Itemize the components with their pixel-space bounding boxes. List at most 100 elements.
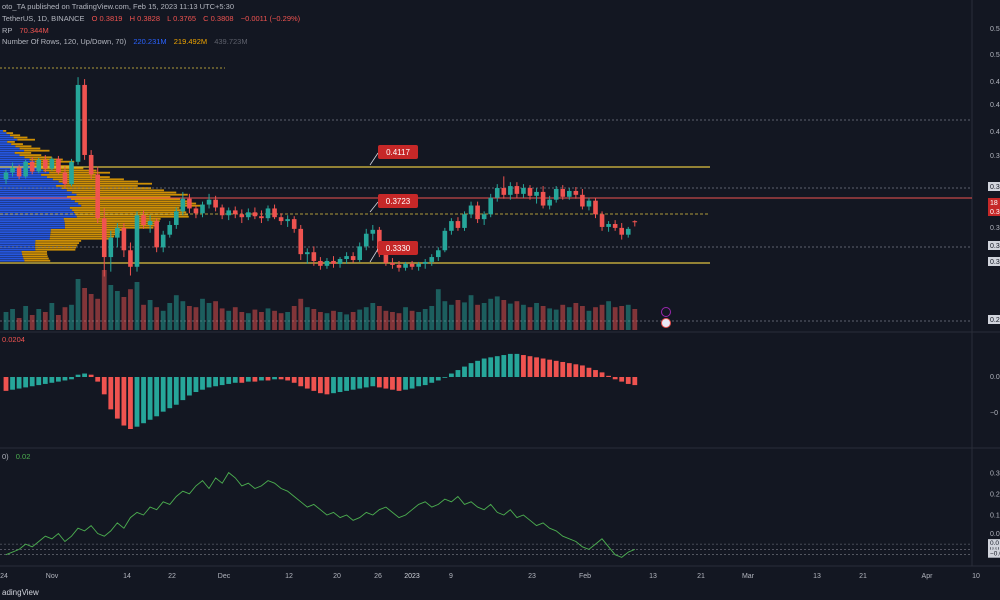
macd-bar — [69, 377, 74, 379]
vp-row-up — [0, 242, 35, 244]
candle-body — [580, 195, 585, 207]
vp-row-down — [23, 258, 48, 260]
volume-bar — [266, 308, 271, 330]
vp-line: Number Of Rows, 120, Up/Down, 70) 220.23… — [2, 37, 253, 46]
vp-row-up — [0, 222, 65, 224]
osc-axis-label: 0.1 — [990, 513, 1000, 520]
vp-row-up — [0, 163, 26, 165]
vp-row-up — [0, 156, 24, 158]
volume-bar — [220, 308, 225, 330]
macd-bar — [593, 370, 598, 377]
macd-bar — [547, 360, 552, 377]
vrp-label[interactable]: RP — [2, 26, 12, 35]
candle-body — [246, 212, 251, 217]
macd-bar — [449, 374, 454, 377]
macd-value[interactable]: 0.0204 — [2, 335, 25, 344]
x-tick-label: 26 — [374, 573, 382, 580]
vp-row-down — [14, 137, 28, 139]
vp-row-up — [0, 229, 51, 231]
vp-total-value: 439.723M — [214, 37, 247, 46]
volume-bar — [436, 289, 441, 330]
candle-body — [161, 235, 166, 248]
x-tick-label: 21 — [697, 573, 705, 580]
vp-row-down — [77, 216, 189, 218]
candle-body — [253, 212, 258, 216]
macd-bar — [410, 377, 415, 389]
volume-bar — [619, 306, 624, 330]
macd-bar — [292, 377, 297, 383]
macd-bar — [384, 377, 389, 389]
candle-body — [619, 228, 624, 235]
volume-bar — [587, 311, 592, 330]
volume-bar — [397, 313, 402, 330]
symbol-text[interactable]: TetherUS, 1D, BINANCE — [2, 14, 85, 23]
candle-body — [600, 214, 605, 227]
vp-row-up — [0, 141, 7, 143]
macd-bar — [246, 377, 251, 382]
price-axis-label: 0.3 — [990, 259, 1000, 266]
macd-bar — [220, 377, 225, 385]
candle-body — [56, 159, 61, 173]
candle-body — [416, 264, 421, 267]
volume-bar — [390, 312, 395, 330]
vp-row-up — [0, 211, 74, 213]
volume-bar — [30, 315, 35, 330]
candle-body — [351, 256, 356, 260]
vp-row-up — [0, 159, 30, 161]
candle-body — [403, 264, 408, 268]
vp-up-value: 220.231M — [133, 37, 166, 46]
macd-bar — [56, 377, 61, 382]
volume-bar — [528, 307, 533, 330]
osc-label[interactable]: 0) — [2, 452, 9, 461]
volume-bar — [4, 312, 9, 330]
x-tick-label: 13 — [813, 573, 821, 580]
vp-row-up — [0, 249, 35, 251]
volume-bar — [95, 299, 100, 330]
volume-bar — [449, 305, 454, 330]
candle-body — [174, 211, 179, 225]
volume-bar — [534, 303, 539, 330]
candle-body — [331, 261, 336, 264]
vp-label[interactable]: Number Of Rows, 120, Up/Down, 70) — [2, 37, 126, 46]
candle-body — [410, 264, 415, 267]
volume-bar — [384, 311, 389, 330]
volume-bar — [246, 313, 251, 330]
volume-bar — [488, 299, 493, 330]
macd-bar — [279, 377, 284, 379]
candle-body — [63, 172, 68, 184]
macd-bar — [423, 377, 428, 385]
macd-bar — [580, 365, 585, 377]
macd-bar — [462, 367, 467, 377]
candle-body — [534, 192, 539, 196]
candle-body — [43, 160, 48, 169]
osc-value: 0.02 — [16, 452, 31, 461]
candle-body — [390, 263, 395, 265]
vp-row-down — [35, 240, 81, 242]
brand-text: adingView — [2, 588, 39, 597]
volume-bar — [56, 315, 61, 330]
volume-bar — [560, 305, 565, 330]
macd-bar — [43, 377, 48, 384]
volume-bar — [17, 318, 22, 330]
candle-body — [560, 189, 565, 197]
candle-body — [593, 201, 598, 215]
volume-bar — [364, 307, 369, 330]
price-axis-label: 0.4 — [990, 129, 1000, 136]
macd-bar — [390, 377, 395, 390]
volume-bar — [501, 300, 506, 330]
macd-bar — [331, 377, 336, 393]
candle-body — [587, 201, 592, 207]
vp-row-up — [0, 181, 59, 183]
vp-row-up — [0, 143, 11, 145]
candle-body — [4, 172, 9, 179]
volume-bar — [351, 312, 356, 330]
vp-row-down — [11, 143, 23, 145]
candle-body — [200, 205, 205, 214]
macd-bar — [23, 377, 28, 387]
volume-bar — [135, 282, 140, 330]
price-axis-label: 0.3 — [990, 184, 1000, 191]
volume-bar — [311, 309, 316, 330]
macd-bar — [469, 363, 474, 377]
annotation-label: 0.4117 — [386, 148, 410, 157]
ohlc-open: O 0.3819 — [92, 14, 123, 23]
